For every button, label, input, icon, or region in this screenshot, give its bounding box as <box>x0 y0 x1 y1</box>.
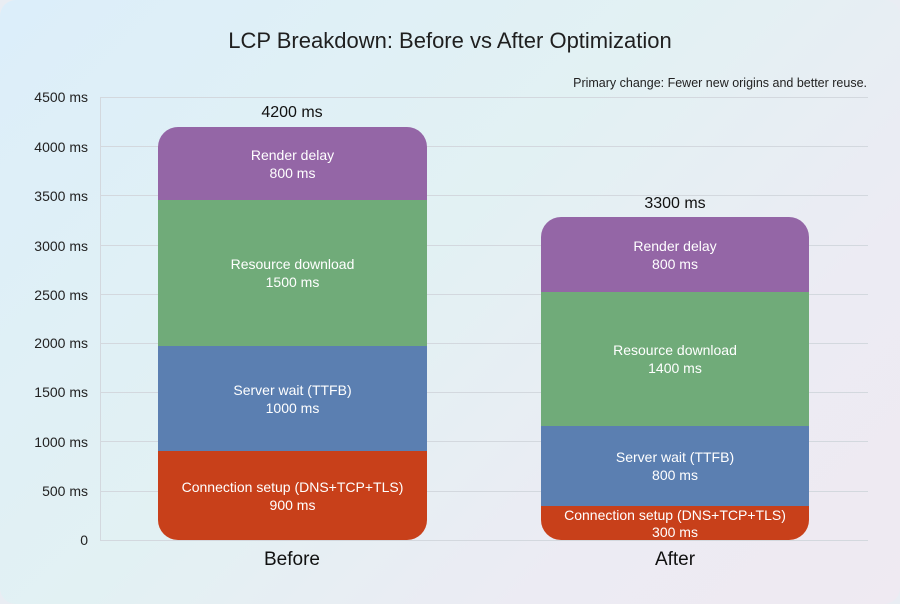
y-tick-label: 500 ms <box>42 483 88 499</box>
y-tick-label: 3000 ms <box>34 238 88 254</box>
chart-annotation: Primary change: Fewer new origins and be… <box>573 76 867 90</box>
gridline-2500 <box>100 294 868 295</box>
segment-label: Resource download <box>230 256 355 272</box>
segment-label: Render delay <box>633 237 717 254</box>
gridline-4500 <box>100 97 868 98</box>
y-tick-label: 1500 ms <box>34 384 88 400</box>
segment-connection-setup: Connection setup (DNS+TCP+TLS) 900 ms <box>158 451 427 540</box>
stacked-bar-before: Render delay 800 ms Resource download 15… <box>158 127 427 540</box>
segment-label: Connection setup (DNS+TCP+TLS) <box>181 478 404 495</box>
segment-render-delay: Render delay 800 ms <box>158 127 427 200</box>
segment-value: 1400 ms <box>648 360 702 376</box>
segment-value: 800 ms <box>652 467 698 483</box>
y-tick-label: 3500 ms <box>34 188 88 204</box>
segment-value: 1500 ms <box>265 274 320 290</box>
segment-label: Render delay <box>250 146 335 163</box>
x-label-before: Before <box>264 549 320 570</box>
y-tick-label: 4000 ms <box>34 139 88 155</box>
segment-value: 300 ms <box>652 524 698 540</box>
y-tick-label: 2000 ms <box>34 335 88 351</box>
x-label-after: After <box>654 549 696 570</box>
y-tick-label: 2500 ms <box>34 287 88 303</box>
segment-value: 800 ms <box>652 255 698 272</box>
plot-area <box>100 97 868 541</box>
segment-label: Server wait (TTFB) <box>233 381 352 398</box>
y-tick-label: 4500 ms <box>34 89 88 105</box>
gridline-2000 <box>100 343 868 344</box>
gridline-3000 <box>100 245 868 246</box>
segment-resource-download: Resource download 1500 ms <box>158 200 427 346</box>
y-tick-label: 1000 ms <box>34 434 88 450</box>
gridline-500 <box>100 491 868 492</box>
segment-value: 900 ms <box>269 496 316 513</box>
segment-render-delay: Render delay 800 ms <box>541 217 809 292</box>
segment-value: 800 ms <box>269 164 316 181</box>
gridline-1000 <box>100 441 868 442</box>
segment-value: 1000 ms <box>265 399 320 416</box>
segment-server-wait: Server wait (TTFB) 1000 ms <box>158 346 427 451</box>
gridline-3500 <box>100 195 868 196</box>
gridline-0 <box>100 540 868 541</box>
segment-resource-download: Resource download 1400 ms <box>541 292 809 426</box>
y-tick-label: 0 <box>80 532 88 548</box>
stacked-bar-after: Render delay 800 ms Resource download 14… <box>541 217 809 540</box>
gridline-4000 <box>100 146 868 147</box>
bar-total-label-after: 3300 ms <box>644 195 706 212</box>
segment-label: Resource download <box>613 342 737 358</box>
y-axis-line <box>100 97 101 540</box>
gridline-1500 <box>100 392 868 393</box>
segment-connection-setup: Connection setup (DNS+TCP+TLS) 300 ms <box>541 506 809 540</box>
chart-title: LCP Breakdown: Before vs After Optimizat… <box>228 28 672 53</box>
bar-total-label-before: 4200 ms <box>261 104 323 121</box>
segment-label: Connection setup (DNS+TCP+TLS) <box>564 507 786 523</box>
segment-label: Server wait (TTFB) <box>615 449 735 465</box>
segment-server-wait: Server wait (TTFB) 800 ms <box>541 426 809 506</box>
